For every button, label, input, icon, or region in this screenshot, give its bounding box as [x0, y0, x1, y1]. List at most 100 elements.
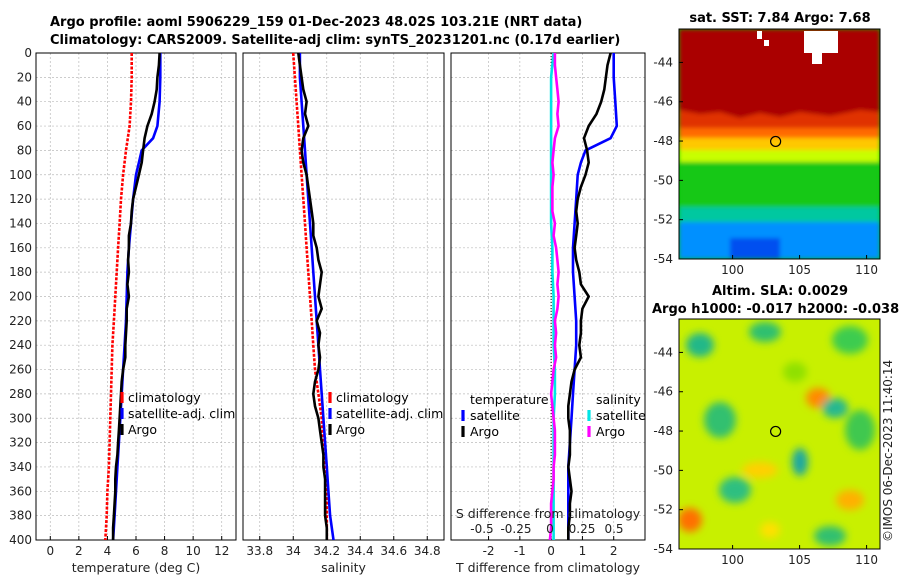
sla-eddy — [719, 477, 751, 503]
salinity-panel: 33.8 34 34.2 34.4 34.6 34.8 salinity climatolog… — [242, 52, 445, 575]
series-group — [548, 53, 619, 540]
depth-tick-label: 320 — [9, 436, 32, 450]
legend-label: satellite — [596, 408, 646, 423]
legend-label: climatology — [128, 390, 201, 405]
sst-band-orange — [679, 128, 880, 138]
depth-tick-label: 220 — [9, 314, 32, 328]
panel-frame — [450, 52, 646, 541]
map-lat-label: -44 — [653, 345, 673, 359]
x-tick-label: 34 — [286, 544, 301, 558]
sst-band-teal — [679, 207, 880, 222]
series-line-3 — [548, 53, 560, 540]
depth-tick-label: 160 — [9, 241, 32, 255]
x-tick-label: 0 — [46, 544, 54, 558]
sla-map-frame — [678, 318, 881, 550]
depth-tick-label: 140 — [9, 216, 32, 230]
series-line-0 — [104, 53, 133, 540]
x-tick-label: 6 — [132, 544, 140, 558]
top-tick-label: -0.25 — [500, 522, 531, 536]
depth-tick-label: 180 — [9, 265, 32, 279]
sla-eddy — [792, 448, 808, 476]
depth-tick-label: 380 — [9, 509, 32, 523]
sst-cloud-mask — [764, 40, 769, 46]
map-lat-label: -46 — [653, 95, 673, 109]
temperature-panel: 0 2 4 6 8 10 12 temperature (deg C) 0 20 40 60 80 100… — [9, 46, 237, 575]
depth-tick-label: 100 — [9, 168, 32, 182]
x-tick-label: 34.8 — [414, 544, 441, 558]
depth-tick-label: 340 — [9, 460, 32, 474]
top-tick-label: 0 — [546, 522, 554, 536]
sla-eddy — [742, 462, 778, 478]
figure-title-line-2: Climatology: CARS2009. Satellite-adj cli… — [50, 33, 620, 48]
depth-tick-label: 280 — [9, 387, 32, 401]
x-tick-label: 1 — [579, 544, 587, 558]
sla-eddy — [814, 526, 846, 546]
legend-title-temperature: temperature — [470, 392, 549, 407]
sla-map: Altim. SLA: 0.0029 Argo h1000: -0.017 h2… — [652, 284, 899, 567]
map-lon-label: 110 — [855, 553, 878, 567]
top-tick-label: 0.25 — [569, 522, 596, 536]
x-tick-label: 12 — [214, 544, 229, 558]
depth-tick-label: 240 — [9, 338, 32, 352]
x-tick-label: 8 — [161, 544, 169, 558]
depth-tick-label: 360 — [9, 484, 32, 498]
x-tick-label: 33.8 — [246, 544, 273, 558]
depth-tick-label: 60 — [17, 119, 32, 133]
x-tick-label: 2 — [75, 544, 83, 558]
map-lat-label: -54 — [653, 252, 673, 266]
top-axis-label: S difference from climatology — [456, 506, 641, 521]
x-tick-label: 34.4 — [347, 544, 374, 558]
sst-band-warm — [679, 29, 880, 124]
sst-band-green — [679, 162, 880, 207]
sla-map-title-line-1: Altim. SLA: 0.0029 — [712, 284, 848, 299]
figure-title-line-1: Argo profile: aoml 5906229_159 01-Dec-20… — [50, 15, 582, 30]
sst-map-frame — [678, 28, 881, 260]
map-lat-label: -52 — [653, 503, 673, 517]
depth-tick-label: 260 — [9, 363, 32, 377]
imos-credit: ©IMOS 06-Dec-2023 11:40:14 — [881, 360, 895, 542]
depth-tick-label: 120 — [9, 192, 32, 206]
legend-label: satellite — [470, 408, 520, 423]
sst-map-title: sat. SST: 7.84 Argo: 7.68 — [689, 11, 870, 26]
series-group — [291, 53, 335, 540]
sst-map-axes: -44 -46 -48 -50 -52 -54 100 105 110 — [653, 55, 878, 277]
x-tick-label: 34.2 — [313, 544, 340, 558]
map-lat-label: -48 — [653, 134, 673, 148]
top-tick-label: -0.5 — [470, 522, 493, 536]
map-lat-label: -54 — [653, 542, 673, 556]
x-tick-label: 2 — [610, 544, 618, 558]
depth-tick-label: 80 — [17, 143, 32, 157]
series-line-0 — [291, 53, 329, 540]
series-line-2 — [297, 53, 329, 540]
x-tick-label: -1 — [514, 544, 526, 558]
x-tick-label: 34.6 — [380, 544, 407, 558]
sla-eddy — [679, 508, 702, 532]
sla-eddies — [679, 322, 875, 546]
map-lat-label: -50 — [653, 173, 673, 187]
sla-eddy — [783, 362, 807, 382]
depth-tick-label: 0 — [24, 46, 32, 60]
legend-label: satellite-adj. clim — [128, 406, 235, 421]
legend-label: Argo — [596, 424, 625, 439]
sla-eddy — [749, 322, 781, 342]
map-lon-label: 110 — [855, 263, 878, 277]
map-lon-label: 105 — [788, 553, 811, 567]
sst-band-lime — [679, 150, 880, 162]
x-tick-label: 4 — [104, 544, 112, 558]
map-lon-label: 100 — [721, 553, 744, 567]
panel-frame — [242, 52, 445, 541]
sla-eddy — [845, 410, 875, 450]
series-line-2 — [111, 53, 161, 540]
sst-cloud-mask — [812, 52, 822, 64]
map-lon-label: 105 — [788, 263, 811, 277]
x-axis-label: temperature (deg C) — [72, 560, 201, 575]
map-lat-label: -50 — [653, 463, 673, 477]
x-tick-label: 10 — [186, 544, 201, 558]
legend-label: satellite-adj. clim — [336, 406, 443, 421]
series-line-1 — [566, 53, 612, 540]
sla-eddy — [822, 398, 848, 418]
legend-label: Argo — [128, 422, 157, 437]
map-lat-label: -46 — [653, 385, 673, 399]
sst-argo-float-marker — [770, 135, 782, 148]
sla-eddy — [704, 402, 736, 438]
